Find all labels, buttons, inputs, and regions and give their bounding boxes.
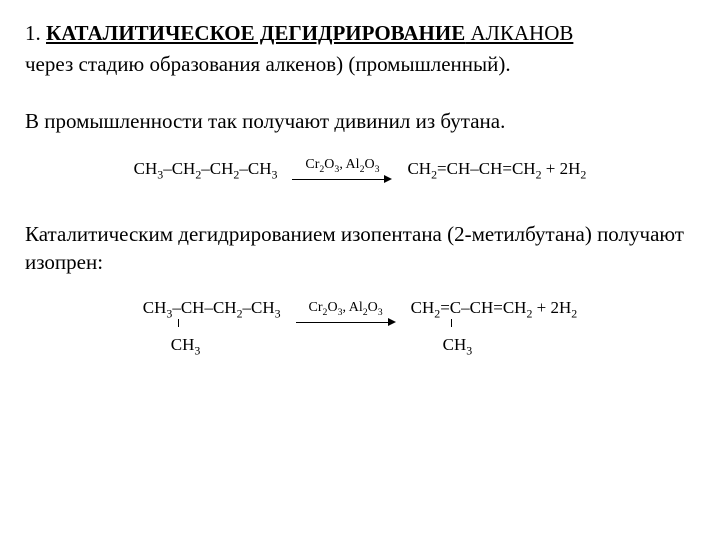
reactant-1: CH3–CH2–CH2–CH3 [134,159,278,182]
arrow-1: Cr2O3, Al2O3 [287,157,397,185]
arrow-line-icon [292,173,392,185]
product-1: CH2=CH–CH=CH2 + 2H2 [407,159,586,182]
reactant-2: CH3–CH–CH2–CH3 CH3 [143,298,281,358]
title-rest: АЛКАНОВ [465,21,573,45]
title-bold: КАТАЛИТИЧЕСКОЕ ДЕГИДРИРОВАНИЕ [46,21,465,45]
paragraph-1: В промышленности так получают дивинил из… [25,107,695,135]
paragraph-2: Каталитическим дегидрированием изопентан… [25,220,695,277]
heading: 1. КАТАЛИТИЧЕСКОЕ ДЕГИДРИРОВАНИЕ АЛКАНОВ [25,20,695,47]
arrow-2: Cr2O3, Al2O3 [291,300,401,328]
reaction-1: CH3–CH2–CH2–CH3 Cr2O3, Al2O3 CH2=CH–CH=C… [25,157,695,185]
reaction-2: CH3–CH–CH2–CH3 CH3 Cr2O3, Al2O3 CH2=C–CH… [25,298,695,358]
title-prefix: 1. [25,21,46,45]
arrow-line-icon [296,316,396,328]
subtitle: через стадию образования алкенов) (промы… [25,51,695,78]
product-2: CH2=C–CH=CH2 + 2H2 CH3 [411,298,578,358]
product-2-ch3: CH3 [411,335,473,358]
reactant-2-ch3: CH3 [143,335,201,358]
